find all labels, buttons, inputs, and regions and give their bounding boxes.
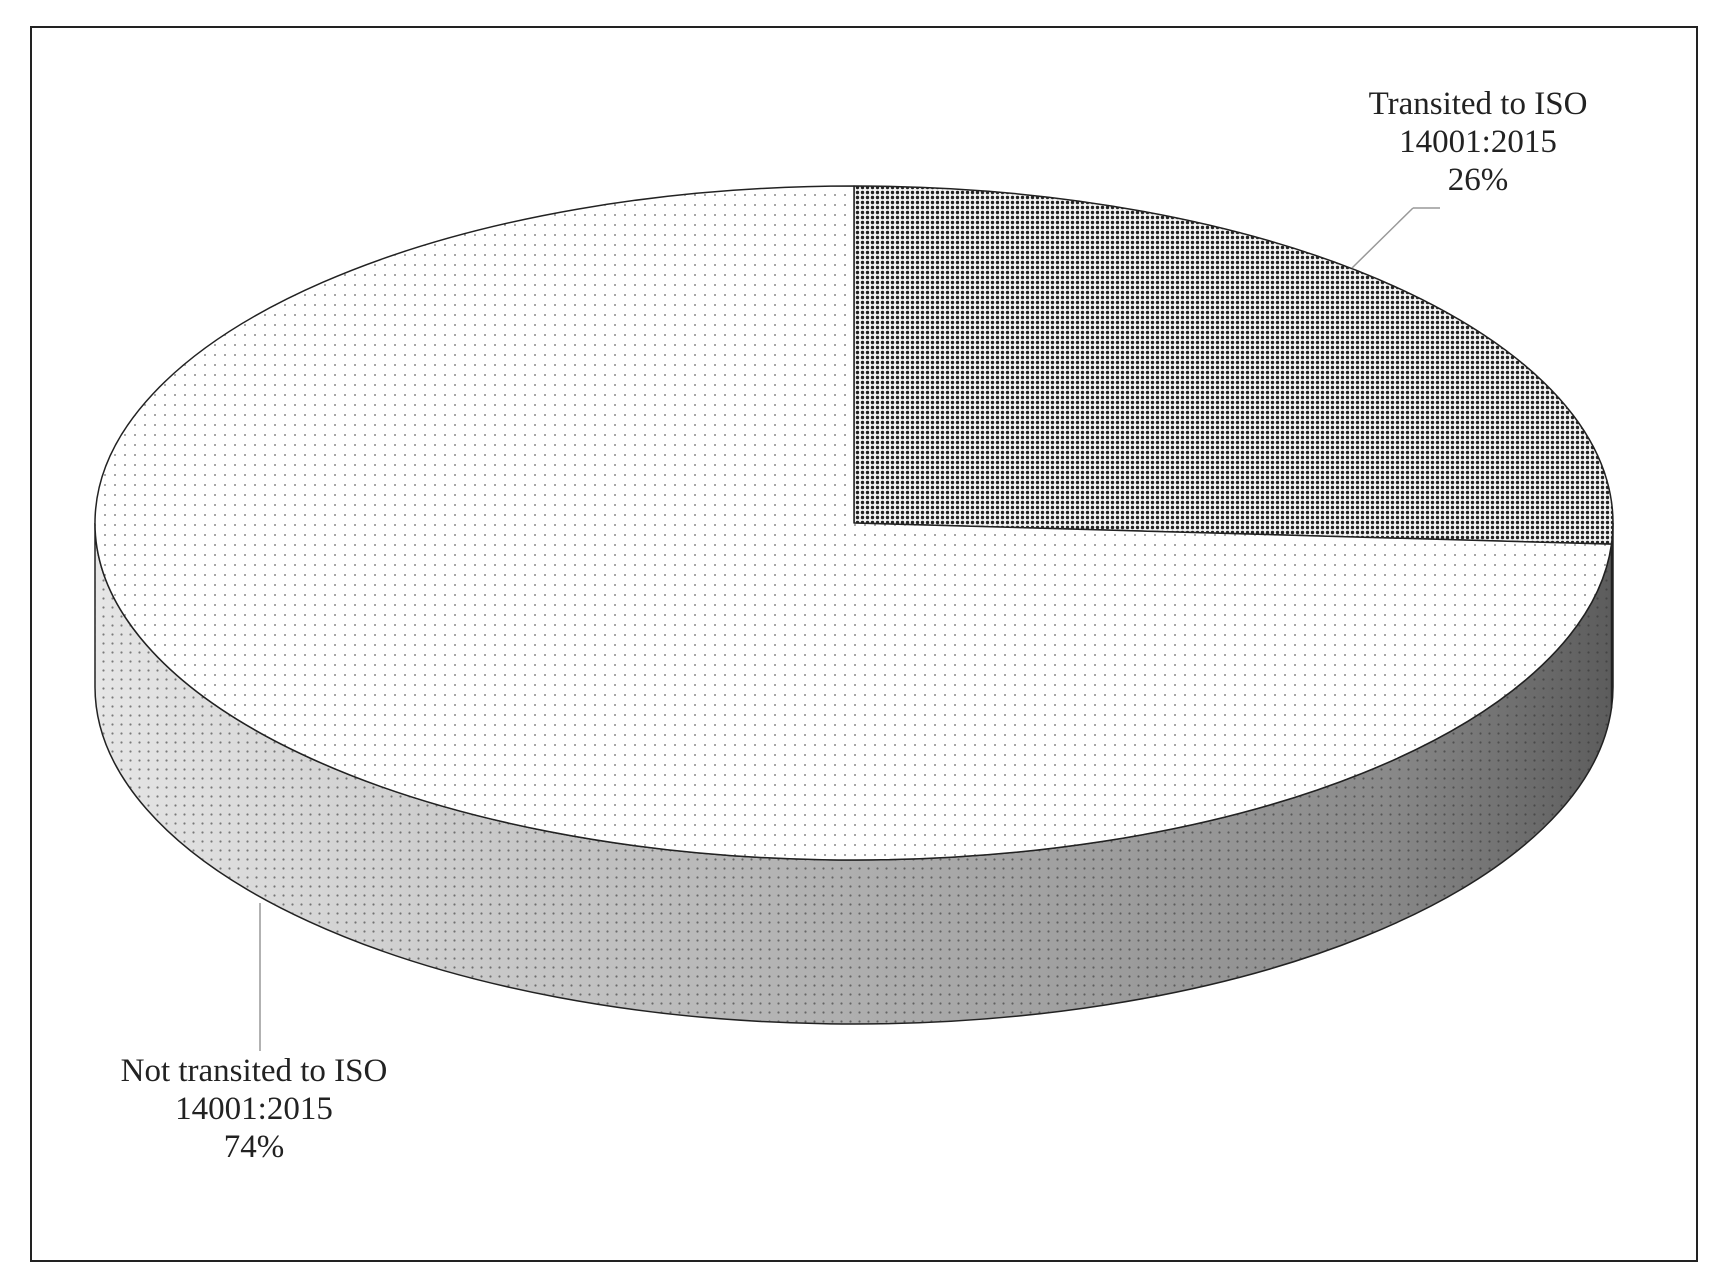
chart-frame	[30, 26, 1698, 1262]
category-label: Not transited to ISO 14001:2015	[120, 1053, 388, 1127]
slice	[853, 185, 1614, 545]
slice	[94, 185, 1613, 861]
slice-label: Not transited to ISO 14001:2015 74%	[114, 1052, 394, 1166]
slice-side-texture	[95, 523, 1612, 1025]
leader-line	[1351, 207, 1414, 269]
value-label: 26%	[1447, 162, 1509, 198]
category-label: Transited to ISO 14001:2015	[1368, 86, 1588, 160]
value-label: 74%	[223, 1129, 285, 1165]
slice-label: Transited to ISO 14001:2015 26%	[1338, 85, 1618, 199]
